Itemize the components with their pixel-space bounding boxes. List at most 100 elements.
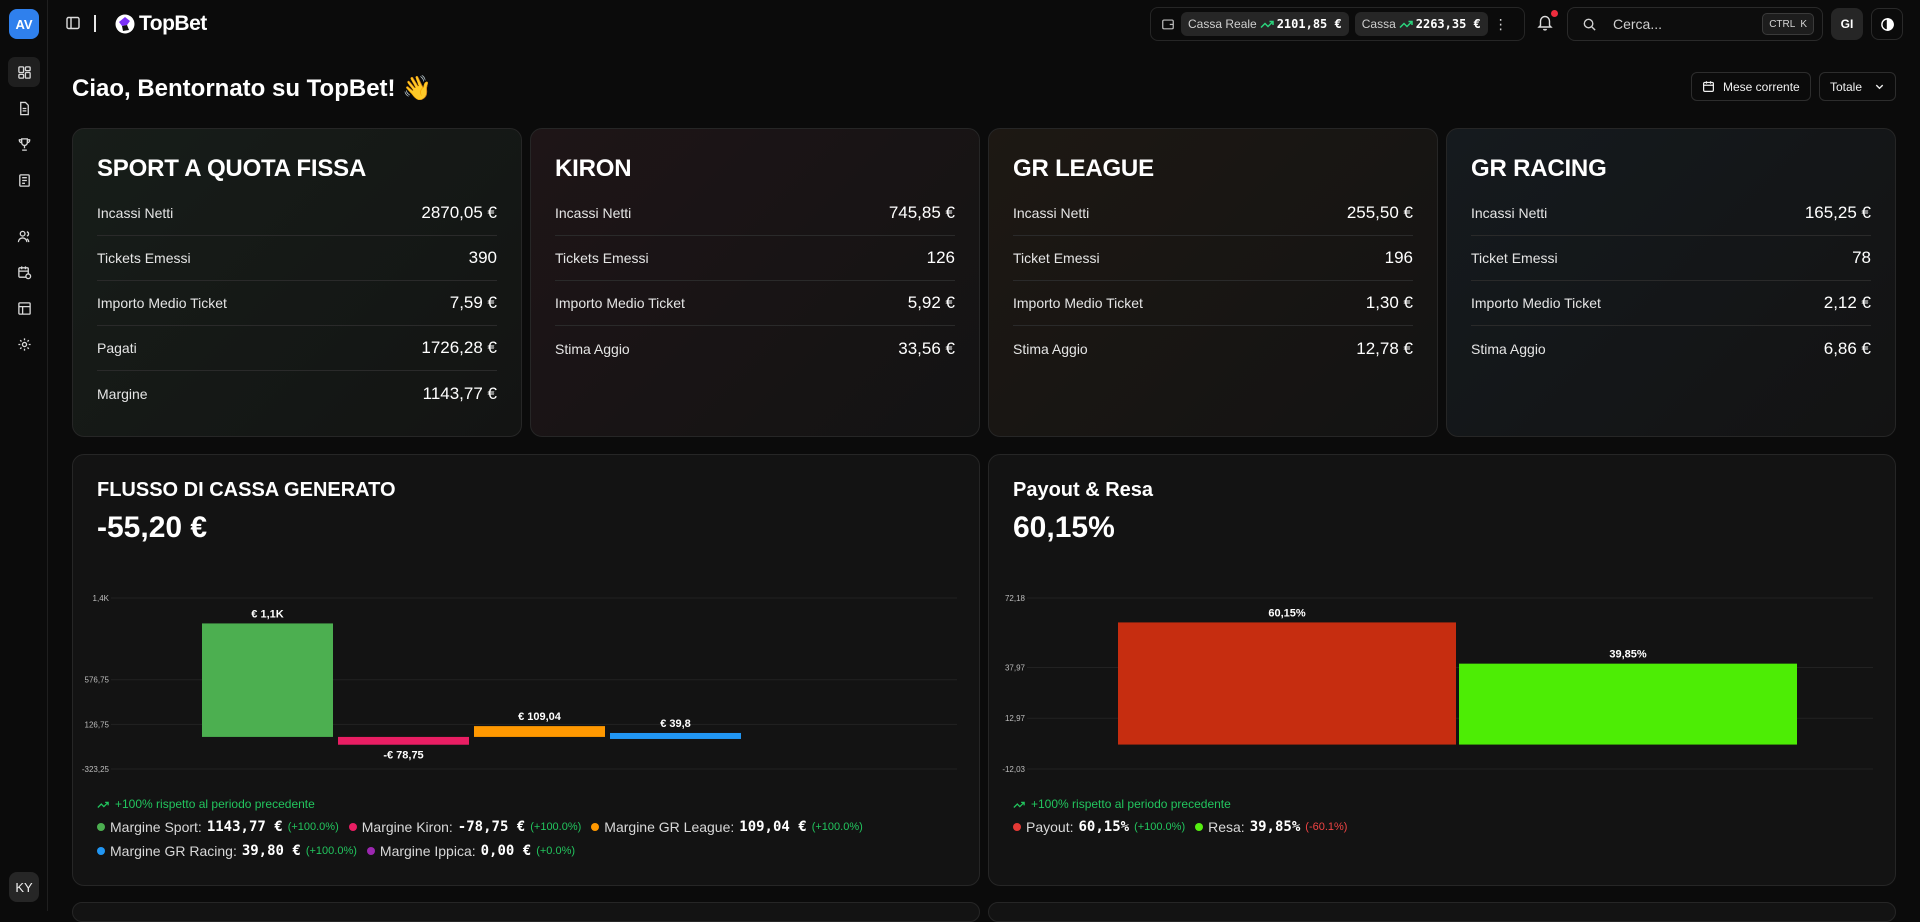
legend-item[interactable]: Payout: 60,15% (+100.0%): [1013, 819, 1185, 835]
cassa-value: 2263,35 €: [1415, 17, 1481, 31]
trophy-icon[interactable]: [8, 129, 40, 159]
sidebar-toggle-icon[interactable]: [65, 15, 81, 31]
topbar: TopBet Cassa Reale 2101,85 € Cassa 2263,…: [48, 0, 1920, 48]
stat-label: Importo Medio Ticket: [97, 295, 227, 311]
stat-label: Incassi Netti: [555, 205, 632, 221]
stat-row: Ticket Emessi 78: [1471, 236, 1871, 281]
legend-item[interactable]: Margine Ippica: 0,00 € (+0.0%): [366, 843, 576, 859]
legend-change: (+100.0%): [811, 821, 863, 833]
trending-up-icon: [1399, 20, 1413, 29]
y-tick-label: -323,25: [82, 765, 110, 774]
card-title: GR RACING: [1471, 155, 1607, 182]
stat-value: 165,25 €: [1804, 203, 1871, 222]
stat-value: 7,59 €: [449, 293, 497, 312]
stat-value: 1143,77 €: [422, 383, 497, 403]
trend-text: +100% rispetto al periodo precedente: [1031, 797, 1231, 811]
page-title: Ciao, Bentornato su TopBet! 👋: [72, 75, 433, 102]
search-input[interactable]: Cerca... CTRL K: [1567, 7, 1823, 41]
legend-label: Resa:: [1208, 819, 1245, 835]
users-icon[interactable]: [8, 221, 40, 251]
calendar-clock-icon[interactable]: [8, 257, 40, 287]
legend-item[interactable]: Margine GR Racing: 39,80 € (+100.0%): [97, 843, 357, 859]
legend-item[interactable]: Resa: 39,85% (-60.1%): [1195, 819, 1347, 835]
sidebar: AV KY: [0, 0, 48, 911]
legend-change: (-60.1%): [1305, 821, 1348, 833]
legend-dot: [366, 847, 375, 855]
legend-label: Margine GR League:: [604, 819, 735, 835]
legend-value: 109,04 €: [739, 819, 807, 835]
cassa-pill[interactable]: Cassa 2263,35 €: [1354, 12, 1488, 36]
separator: [94, 15, 96, 32]
stat-row: Stima Aggio 33,56 €: [555, 326, 955, 371]
stat-label: Importo Medio Ticket: [555, 295, 685, 311]
legend-change: (+100.0%): [305, 845, 357, 857]
cash-flow-chart: 1,4K 576,75 126,75 -323,25 € 1,1K -€ 78,75 € 1…: [82, 594, 957, 774]
card-title: GR LEAGUE: [1013, 155, 1154, 182]
legend-item[interactable]: Margine GR League: 109,04 € (+100.0%): [591, 819, 863, 835]
stat-card-kiron: KIRON Incassi Netti 745,85 € Tickets Emes…: [530, 128, 980, 437]
stat-value: 33,56 €: [898, 338, 955, 358]
stat-row: Incassi Netti 2870,05 €: [97, 191, 497, 236]
stat-value: 196: [1384, 248, 1413, 267]
stat-row: Stima Aggio 6,86 €: [1471, 326, 1871, 371]
stat-value: 6,86 €: [1823, 338, 1871, 358]
stat-label: Ticket Emessi: [1013, 250, 1100, 266]
bottom-card-left: [72, 902, 980, 922]
trend-indicator: +100% rispetto al periodo precedente: [97, 797, 315, 811]
document-icon[interactable]: [8, 93, 40, 123]
workspace-avatar[interactable]: AV: [9, 9, 39, 39]
legend-item[interactable]: Margine Kiron: -78,75 € (+100.0%): [348, 819, 581, 835]
stat-card-sport: SPORT A QUOTA FISSA Incassi Netti 2870,05…: [72, 128, 522, 437]
contrast-icon: [1880, 17, 1894, 31]
theme-toggle-button[interactable]: [1871, 8, 1903, 40]
logo-mark-icon: [115, 14, 135, 34]
notifications-bell-icon[interactable]: [1537, 13, 1555, 33]
cassa-reale-value: 2101,85 €: [1276, 17, 1342, 31]
stat-row: Incassi Netti 745,85 €: [555, 191, 955, 236]
topbet-logo[interactable]: TopBet: [114, 11, 207, 37]
stat-row: Importo Medio Ticket 7,59 €: [97, 281, 497, 326]
legend-item[interactable]: Margine Sport: 1143,77 € (+100.0%): [97, 819, 339, 835]
cash-flow-card: FLUSSO DI CASSA GENERATO -55,20 € 1,4K 57…: [72, 454, 980, 886]
calendar-icon: [1703, 81, 1714, 92]
user-avatar[interactable]: KY: [9, 872, 39, 902]
stat-label: Stima Aggio: [1471, 340, 1546, 357]
total-select[interactable]: Totale: [1819, 72, 1896, 101]
period-button[interactable]: Mese corrente: [1691, 72, 1811, 101]
y-tick-label: 126,75: [85, 720, 110, 729]
newspaper-icon[interactable]: [8, 165, 40, 195]
chart-bar: [474, 726, 605, 737]
trend-indicator: +100% rispetto al periodo precedente: [1013, 797, 1231, 811]
table-icon[interactable]: [8, 293, 40, 323]
stat-label: Margine: [97, 385, 148, 402]
cassa-reale-pill[interactable]: Cassa Reale 2101,85 €: [1181, 12, 1349, 36]
chart-legend: Margine Sport: 1143,77 € (+100.0%) Margine …: [97, 819, 957, 859]
stat-value: 390: [468, 248, 497, 267]
user-menu-button[interactable]: GI: [1831, 8, 1863, 40]
period-label: Mese corrente: [1723, 79, 1800, 94]
data-label: 60,15%: [1268, 607, 1306, 619]
search-placeholder: Cerca...: [1613, 16, 1663, 32]
chart-total: -55,20 €: [97, 511, 208, 544]
legend-value: 39,85%: [1249, 819, 1301, 835]
stat-label: Importo Medio Ticket: [1013, 295, 1143, 311]
y-tick-label: -12,03: [1002, 765, 1025, 774]
stat-value: 745,85 €: [888, 203, 955, 222]
legend-dot: [1013, 823, 1021, 831]
legend-value: 60,15%: [1078, 819, 1130, 835]
legend-change: (+0.0%): [536, 845, 576, 857]
chart-title: Payout & Resa: [1013, 479, 1154, 501]
legend-dot: [591, 823, 600, 831]
data-label: € 109,04: [518, 711, 562, 723]
logo-text: TopBet: [139, 12, 207, 35]
legend-change: (+100.0%): [1134, 821, 1186, 833]
dashboard-icon[interactable]: [8, 57, 40, 87]
chart-title: FLUSSO DI CASSA GENERATO: [97, 479, 396, 501]
legend-dot: [348, 823, 357, 831]
legend-label: Margine Sport:: [110, 819, 202, 835]
card-title: SPORT A QUOTA FISSA: [97, 155, 367, 182]
stat-row: Margine 1143,77 €: [97, 371, 497, 416]
cassa-label: Cassa: [1361, 17, 1396, 31]
settings-icon[interactable]: [8, 329, 40, 359]
more-vertical-icon[interactable]: ⋮: [1493, 15, 1508, 32]
